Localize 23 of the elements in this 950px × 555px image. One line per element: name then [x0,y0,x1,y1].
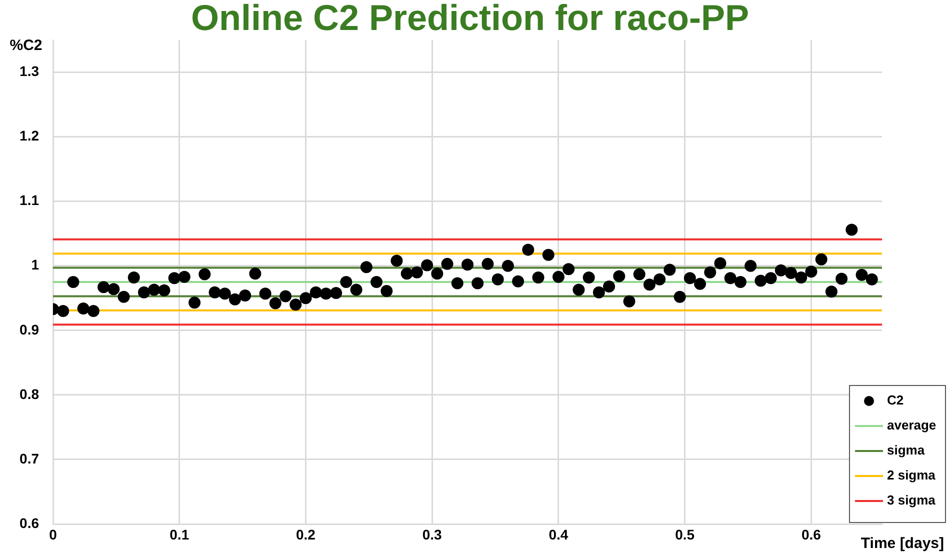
y-tick-label: 0.6 [20,514,40,531]
x-tick-label: 0.1 [170,526,190,542]
x-tick-label: 0.6 [801,526,822,542]
y-tick-label: 0.9 [20,321,40,338]
chart-title: Online C2 Prediction for raco-PP [190,0,750,38]
x-tick-label: 0.2 [296,526,316,542]
x-tick-label: 0.3 [422,526,442,542]
x-axis-title: Time [days] [860,535,944,552]
y-tick-label: 1.1 [20,192,40,208]
y-axis-title: %C2 [10,37,42,54]
y-tick-label: 0.7 [20,450,40,466]
y-tick-label: 1.3 [20,63,40,80]
legend-label: average [887,418,936,433]
y-tick-label: 1 [31,256,40,273]
x-tick-label: 0.5 [675,526,695,542]
legend-label: C2 [887,392,904,408]
x-tick-label: 0 [49,526,58,542]
legend-label: sigma [887,442,926,458]
legend-label: 3 sigma [887,492,936,508]
x-tick-label: 0.4 [548,526,568,542]
legend-label: 2 sigma [887,468,936,483]
y-tick-label: 1.2 [20,128,40,144]
y-tick-label: 0.8 [20,386,40,402]
